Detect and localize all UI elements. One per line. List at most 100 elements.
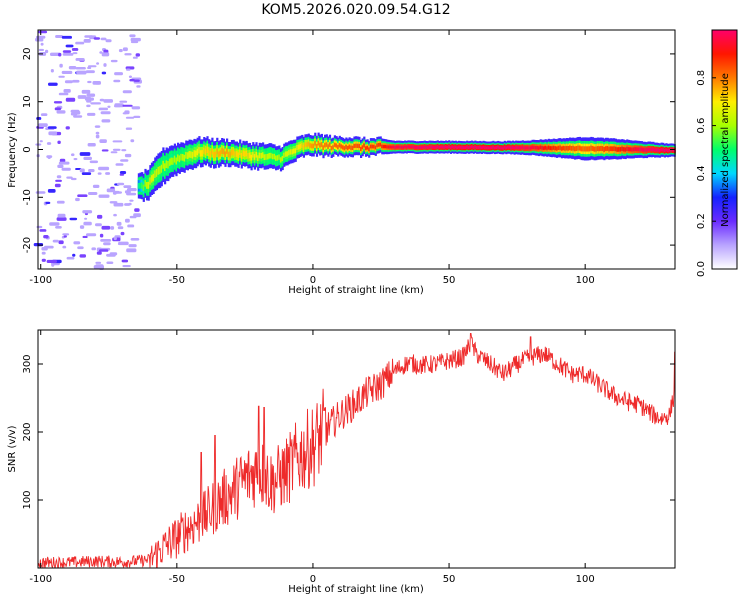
ridge-cell: [542, 146, 546, 151]
noise-cell: [94, 125, 101, 128]
noise-cell: [103, 99, 113, 103]
noise-cell: [106, 188, 116, 193]
ridge-cell: [335, 143, 338, 148]
ridge-cell: [556, 146, 559, 151]
noise-cell: [85, 70, 95, 74]
ridge-cell: [520, 146, 523, 150]
y-tick-label: -10: [22, 189, 33, 205]
spectrogram-y-axis-label: Frequency (Hz): [7, 112, 18, 188]
ridge-cell: [240, 153, 243, 159]
ridge-cell: [206, 146, 209, 153]
noise-cell: [124, 110, 130, 115]
noise-cell: [36, 117, 42, 120]
spectrogram-x-ticks: -100 -50 0 50 100: [29, 30, 595, 286]
ridge-cell: [159, 166, 162, 175]
ridge-cell: [288, 150, 291, 156]
ridge-cell: [399, 145, 402, 149]
x-tick-label: 50: [443, 574, 456, 585]
noise-cell: [45, 49, 49, 54]
noise-cell: [71, 153, 75, 157]
colorbar-label: Normalized spectral amplitude: [720, 73, 731, 227]
noise-cell: [119, 171, 127, 175]
noise-cell: [73, 158, 78, 161]
ridge-cell: [458, 145, 461, 149]
noise-cell: [35, 37, 44, 42]
noise-cell: [61, 167, 71, 171]
noise-cell: [86, 93, 96, 97]
y-tick-label: 0: [22, 146, 33, 152]
noise-cell: [115, 163, 124, 166]
colorbar-tick-label: 0.2: [696, 213, 707, 229]
ridge-cell: [340, 144, 343, 149]
noise-cell: [99, 139, 107, 143]
ridge-cell: [203, 147, 206, 154]
ridge-cell: [515, 145, 518, 149]
ridge-cell: [451, 145, 454, 149]
ridge-cell: [255, 151, 258, 158]
noise-cell: [73, 241, 81, 245]
ridge-cell: [435, 145, 438, 149]
noise-cell: [39, 229, 47, 232]
ridge-cell: [489, 146, 492, 150]
ridge-cell: [598, 146, 601, 152]
ridge-cell: [382, 144, 385, 149]
noise-cell: [124, 153, 132, 158]
noise-cell: [86, 104, 91, 108]
ridge-cell: [195, 150, 198, 158]
ridge-cell: [498, 146, 501, 150]
noise-cell: [123, 185, 132, 188]
ridge-cell: [523, 146, 526, 150]
x-tick-label: 0: [310, 574, 316, 585]
ridge-cell: [369, 144, 372, 149]
noise-cell: [126, 248, 137, 253]
noise-cell: [132, 56, 138, 59]
ridge-cell: [611, 146, 614, 152]
colorbar-gradient: [711, 29, 738, 270]
ridge-cell: [453, 145, 456, 149]
ridge-cell: [213, 151, 216, 158]
noise-cell: [65, 97, 76, 102]
noise-cell: [83, 39, 91, 43]
ridge-cell: [665, 148, 668, 152]
noise-cell: [98, 166, 110, 171]
ridge-cell: [343, 146, 346, 151]
snr-x-axis-label: Height of straight line (km): [288, 584, 424, 595]
ridge-cell: [397, 145, 400, 149]
noise-cell: [99, 51, 103, 54]
ridge-cell: [549, 146, 552, 151]
ridge-cell: [417, 146, 420, 149]
ridge-cell: [461, 146, 464, 149]
ridge-cell: [361, 145, 364, 150]
ridge-cell: [252, 151, 255, 158]
ridge-cell: [204, 148, 207, 155]
ridge-cell: [386, 145, 389, 149]
ridge-cell: [289, 149, 292, 155]
ridge-cell: [185, 151, 188, 159]
noise-cell: [46, 259, 57, 263]
noise-cell: [44, 245, 54, 249]
noise-cell: [79, 225, 85, 229]
noise-cell: [97, 172, 102, 175]
ridge-cell: [412, 145, 415, 149]
noise-cell: [100, 37, 107, 41]
noise-cell: [82, 210, 93, 214]
noise-cell: [109, 201, 118, 204]
ridge-cell: [577, 145, 580, 151]
ridge-cell: [230, 149, 234, 156]
ridge-cell: [291, 149, 294, 155]
ridge-cell: [484, 146, 487, 149]
ridge-cell: [650, 147, 653, 152]
ridge-cell: [183, 154, 186, 162]
noise-cell: [125, 127, 133, 130]
ridge-cell: [293, 148, 296, 154]
noise-cell: [52, 239, 59, 243]
ridge-cell: [165, 160, 168, 168]
noise-cell: [62, 50, 72, 53]
ridge-cell: [363, 143, 366, 148]
ridge-cell: [178, 155, 181, 163]
ridge-cell: [391, 145, 394, 149]
ridge-cell: [400, 145, 403, 149]
ridge-cell: [405, 145, 408, 149]
ridge-cell: [253, 154, 256, 160]
